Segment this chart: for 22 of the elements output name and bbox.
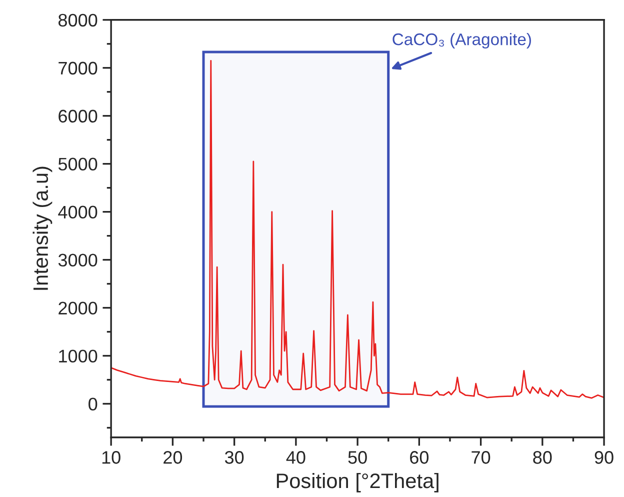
x-axis-title: Position [°2Theta] [276,472,438,492]
x-tick-label: 50 [348,451,367,464]
x-tick-label: 80 [533,451,552,464]
x-tick-label: 30 [224,451,244,464]
y-tick-label: 8000 [58,14,98,27]
x-tick-label: 40 [286,451,306,464]
line-series [111,60,604,399]
y-tick-label: 5000 [58,158,98,171]
x-tick-label: 90 [594,451,614,464]
y-tick-label: 6000 [58,110,98,123]
y-tick-label: 3000 [58,254,98,267]
y-tick-label: 2000 [58,302,98,315]
band-label: CaCO₃ (Aragonite) [392,32,531,49]
x-tick-label: 70 [472,451,490,464]
x-tick-label: 10 [102,451,120,464]
x-tick-label: 60 [410,451,429,464]
y-tick-label: 7000 [58,62,98,75]
y-axis-title: Intensity (a.u) [32,166,52,290]
y-tick-label: 4000 [58,206,98,219]
x-tick-label: 20 [164,451,182,464]
y-tick-label: 0 [88,398,98,410]
y-tick-label: 1000 [59,350,98,363]
